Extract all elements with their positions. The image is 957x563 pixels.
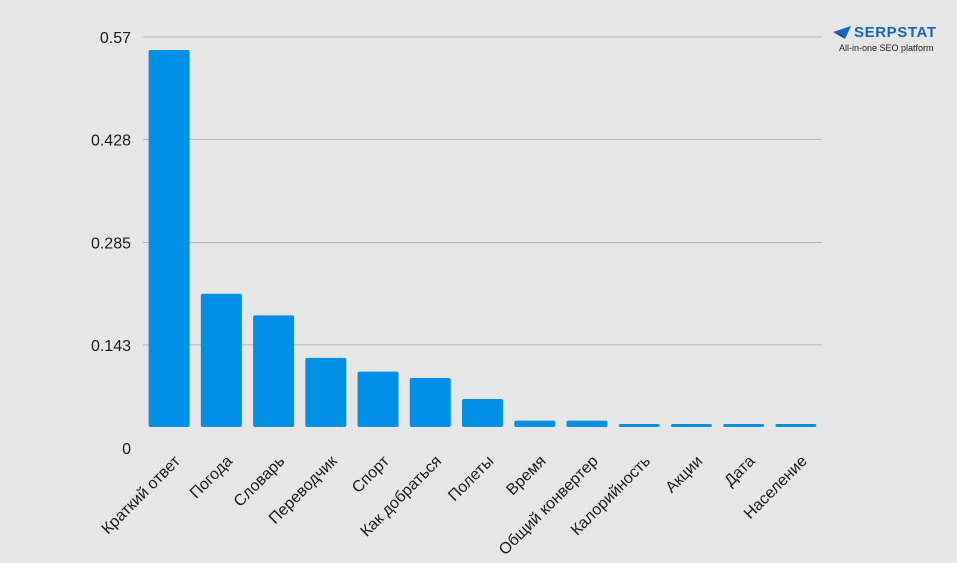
serpstat-logo-mark-icon — [833, 26, 851, 39]
x-category-label: Время — [503, 453, 549, 499]
bar — [409, 378, 451, 427]
logo-row: SERPSTAT — [833, 24, 943, 41]
x-category-label: Краткий ответ — [99, 452, 185, 538]
bar — [775, 424, 817, 427]
y-tick-label: 0.285 — [91, 236, 131, 253]
bar — [670, 424, 712, 427]
x-category-label: Полеты — [445, 453, 497, 505]
brand-tagline: All-in-one SEO platform — [839, 43, 934, 53]
bar — [253, 315, 295, 427]
brand-name: SERPSTAT — [854, 24, 937, 41]
bar — [618, 424, 660, 427]
bar — [357, 371, 399, 427]
x-category-label: Общий конвертер — [496, 453, 602, 559]
bar — [514, 420, 556, 427]
x-category-label: Акции — [663, 453, 707, 497]
x-category-label: Дата — [721, 453, 758, 490]
bar — [462, 398, 503, 427]
bar — [723, 424, 765, 427]
y-tick-label: 0 — [122, 441, 131, 458]
bars — [148, 49, 817, 428]
x-category-label: Погода — [187, 453, 236, 502]
bar — [305, 357, 347, 427]
y-tick-label: 0.143 — [91, 338, 131, 355]
serpstat-logo: SERPSTAT All-in-one SEO platform — [833, 24, 943, 53]
bar — [200, 293, 242, 427]
y-tick-label: 0.57 — [100, 30, 131, 47]
y-axis-tick-labels: 0 0.143 0.285 0.428 0.57 — [91, 30, 131, 458]
y-tick-label: 0.428 — [91, 132, 131, 149]
bar — [566, 420, 608, 427]
x-category-label: Спорт — [349, 452, 393, 496]
grid-lines — [143, 36, 822, 346]
bar — [148, 49, 190, 428]
